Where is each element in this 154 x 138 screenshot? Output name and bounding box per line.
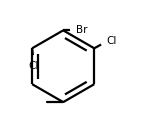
Text: Cl: Cl bbox=[28, 61, 39, 71]
Text: Cl: Cl bbox=[107, 36, 117, 46]
Text: Br: Br bbox=[76, 25, 87, 35]
